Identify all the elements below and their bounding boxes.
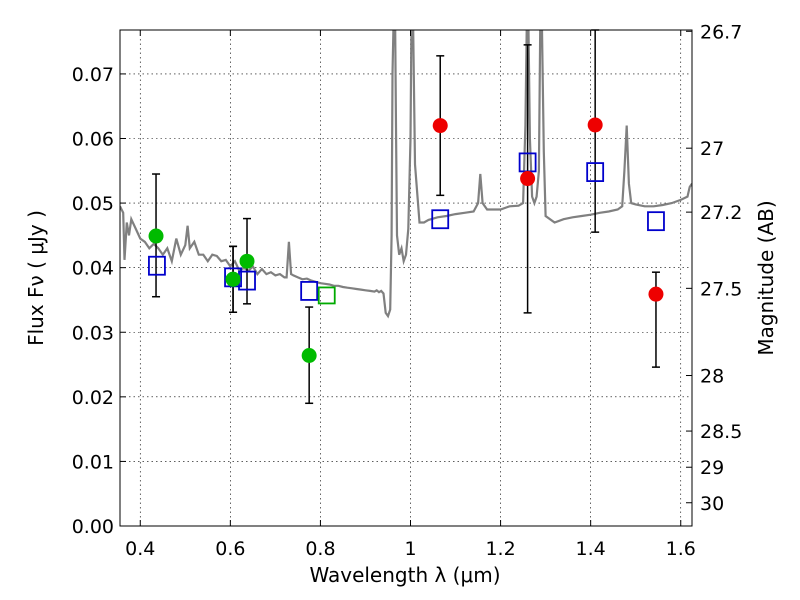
y-tick-label: 0.05 bbox=[72, 193, 114, 215]
y2-tick-label: 28 bbox=[700, 366, 724, 388]
blue-square-marker bbox=[431, 209, 450, 230]
x-tick-label: 1.2 bbox=[485, 538, 515, 560]
red-data-point bbox=[587, 117, 603, 133]
y-tick-label: 0.01 bbox=[72, 451, 114, 473]
y-tick-label: 0.03 bbox=[72, 322, 114, 344]
blue-square-marker bbox=[300, 281, 319, 301]
green-data-point bbox=[301, 348, 317, 363]
y2-tick-label: 26.7 bbox=[700, 21, 742, 43]
model-spectrum-line bbox=[120, 30, 692, 319]
y-tick-label: 0.06 bbox=[72, 129, 114, 151]
green-data-point bbox=[225, 271, 241, 287]
y-tick-label: 0.04 bbox=[72, 258, 114, 280]
grid-lines bbox=[120, 30, 692, 527]
y2-tick-label: 30 bbox=[700, 493, 724, 515]
y2-tick-label: 27 bbox=[700, 138, 724, 160]
red-data-point bbox=[432, 118, 448, 134]
blue-square-marker bbox=[647, 211, 665, 232]
blue-square-marker bbox=[586, 162, 605, 182]
y2-tick-label: 27.2 bbox=[700, 202, 742, 224]
red-data-point bbox=[520, 171, 536, 187]
green-data-point bbox=[148, 228, 164, 244]
x-tick-label: 0.4 bbox=[125, 538, 155, 560]
x-axis-title: Wavelength λ (μm) bbox=[309, 563, 500, 587]
axis-ticks: 0.4 0.6 0.8 1 1.2 1.4 1.6 0.00 0.01 0.02 0.03 0.04 0… bbox=[72, 21, 743, 560]
y2-axis-title: Magnitude (AB) bbox=[754, 200, 778, 355]
y-tick-label: 0.00 bbox=[72, 516, 114, 538]
x-tick-label: 1.4 bbox=[576, 538, 606, 560]
red-data-point bbox=[648, 286, 664, 302]
y-tick-label: 0.02 bbox=[72, 387, 114, 409]
y-tick-label: 0.07 bbox=[72, 64, 114, 86]
green-data-point bbox=[239, 253, 255, 269]
series-layer bbox=[120, 29, 692, 405]
x-tick-label: 1.6 bbox=[666, 538, 696, 560]
y2-tick-label: 27.5 bbox=[700, 278, 742, 300]
y2-tick-label: 28.5 bbox=[700, 421, 742, 443]
plot-frame bbox=[119, 29, 693, 527]
blue-square-marker bbox=[148, 255, 166, 276]
y-axis-title: Flux Fν ( μJy ) bbox=[24, 210, 48, 346]
x-tick-label: 0.6 bbox=[215, 538, 245, 560]
x-tick-label: 1 bbox=[404, 538, 416, 560]
y2-tick-label: 29 bbox=[700, 457, 724, 479]
x-tick-label: 0.8 bbox=[305, 538, 335, 560]
green-square-marker bbox=[317, 286, 336, 305]
